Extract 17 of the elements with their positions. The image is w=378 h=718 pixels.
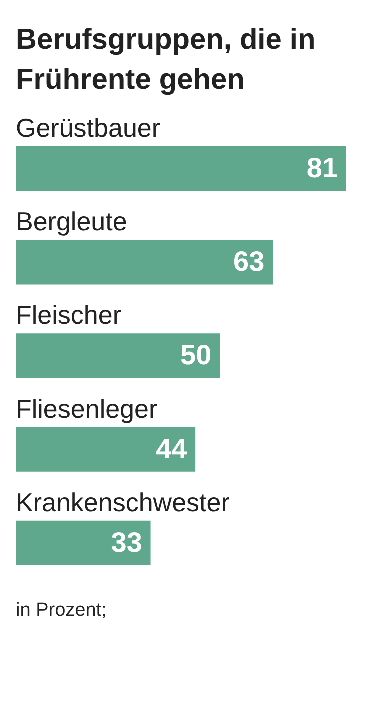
- data-label: 33: [111, 526, 142, 558]
- y-tick-label: Krankenschwester: [16, 487, 230, 518]
- data-label: 50: [180, 340, 212, 371]
- data-label: 63: [234, 246, 265, 278]
- bar: [16, 520, 151, 566]
- bar: [16, 334, 220, 378]
- y-tick-label: Bergleute: [16, 206, 128, 237]
- y-tick-label: Gerüstbauer: [16, 112, 161, 143]
- y-tick-label: Fleischer: [16, 300, 122, 330]
- bar: [16, 427, 196, 472]
- y-tick-label: Fliesenleger: [16, 394, 158, 424]
- text: in Prozent;: [16, 600, 108, 622]
- bar: [16, 240, 273, 285]
- bar: [16, 146, 346, 192]
- data-label: 44: [156, 433, 188, 464]
- data-label: 81: [306, 152, 338, 184]
- chart-title: Berufsgruppen, die in Frührente gehen: [15, 23, 317, 98]
